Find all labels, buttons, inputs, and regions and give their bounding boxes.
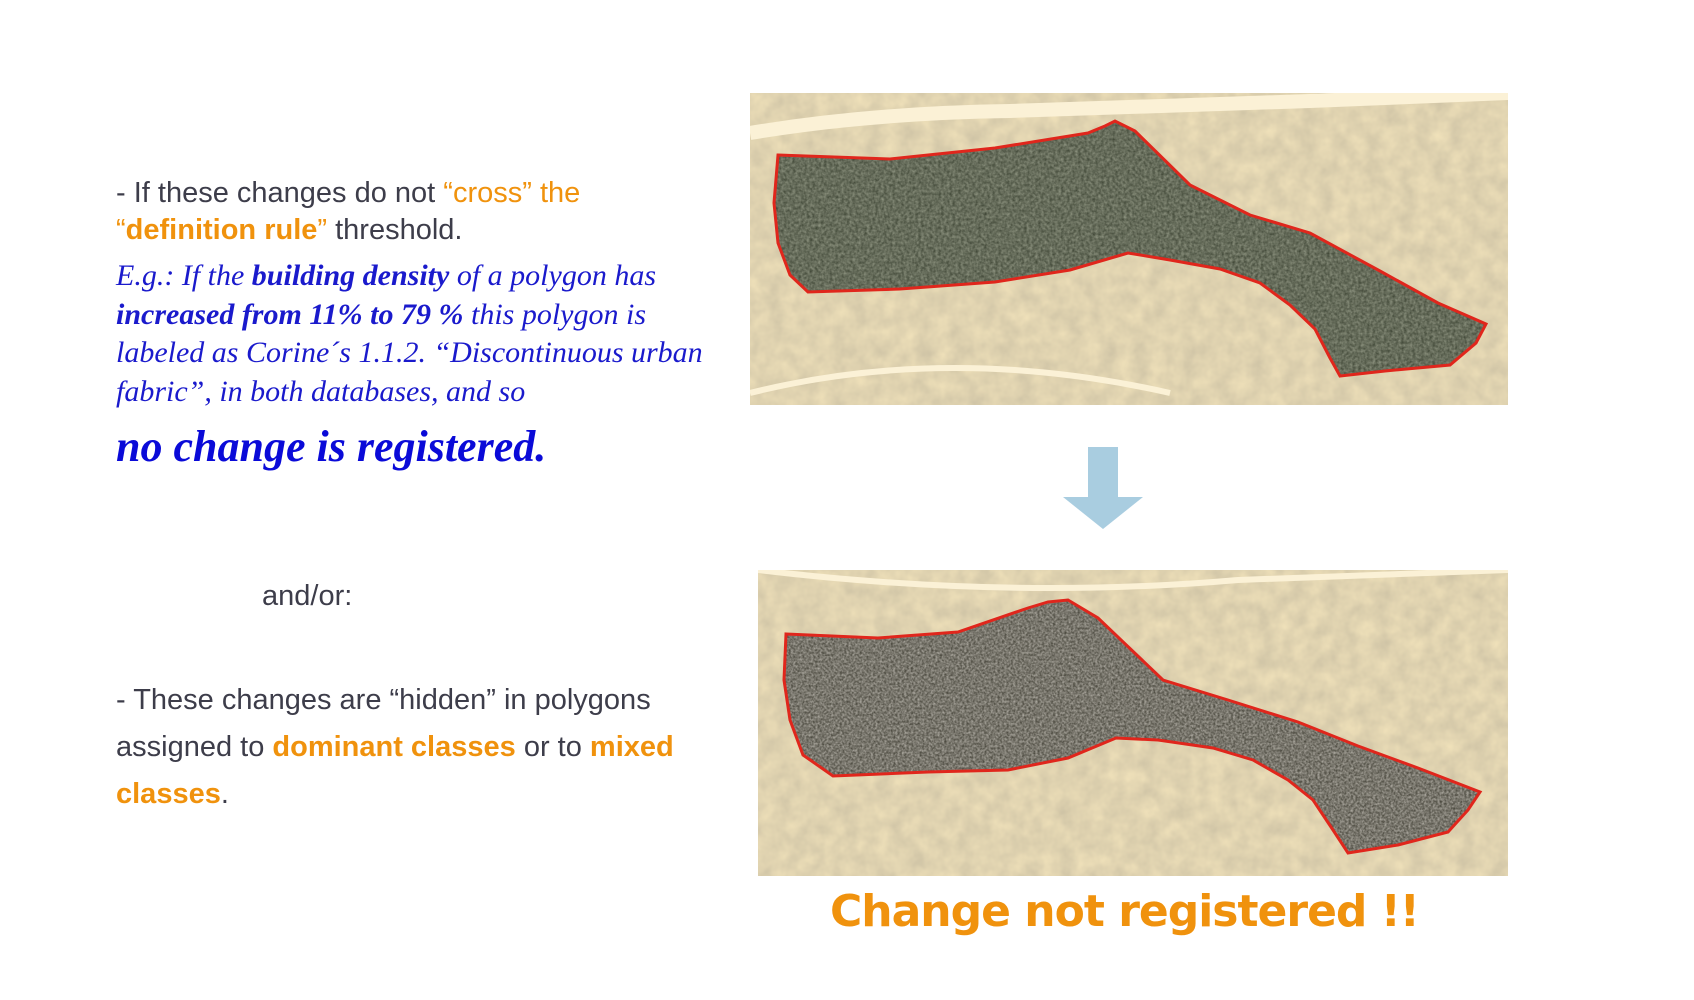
polygon-outline xyxy=(782,598,1483,855)
cross-term: “cross” the xyxy=(443,177,581,209)
example-paragraph: E.g.: If the building density of a polyg… xyxy=(116,257,736,411)
aerial-image-after xyxy=(758,570,1508,876)
mixed-classes-term: mixed classes xyxy=(116,731,674,810)
left-text-column: - If these changes do not “cross” the “de… xyxy=(116,175,736,473)
down-arrow-icon xyxy=(1063,447,1143,529)
para3-text-2: or to xyxy=(515,731,590,763)
example-text-3: this polygon is labeled as Corine´s 1.1.… xyxy=(116,297,703,408)
no-change-statement: no change is registered. xyxy=(116,422,547,471)
building-density-term: building density xyxy=(251,259,450,292)
definition-rule-term: definition rule xyxy=(125,214,318,246)
para3-text-1: - These changes are “hidden” in polygons… xyxy=(116,684,651,763)
example-text-2: of a polygon has xyxy=(449,259,657,292)
condition-paragraph: - If these changes do not “cross” the “de… xyxy=(116,175,736,249)
para1-prefix: - If these changes do not xyxy=(116,177,444,209)
example-text-1: E.g.: If the xyxy=(116,259,252,292)
para3-text-3: . xyxy=(220,778,229,810)
density-increase-term: increased from 11% to 79 % xyxy=(116,297,464,331)
quote-open: “ xyxy=(116,214,126,246)
aerial-image-before xyxy=(750,93,1508,405)
quote-close: ” xyxy=(317,214,328,246)
polygon-outline xyxy=(772,119,1489,378)
hidden-changes-paragraph: - These changes are “hidden” in polygons… xyxy=(116,677,676,818)
dominant-classes-term: dominant classes xyxy=(272,731,516,763)
change-not-registered-caption: Change not registered !! xyxy=(830,886,1420,937)
and-or-label: and/or: xyxy=(262,580,353,612)
para1-suffix: threshold. xyxy=(327,214,463,246)
